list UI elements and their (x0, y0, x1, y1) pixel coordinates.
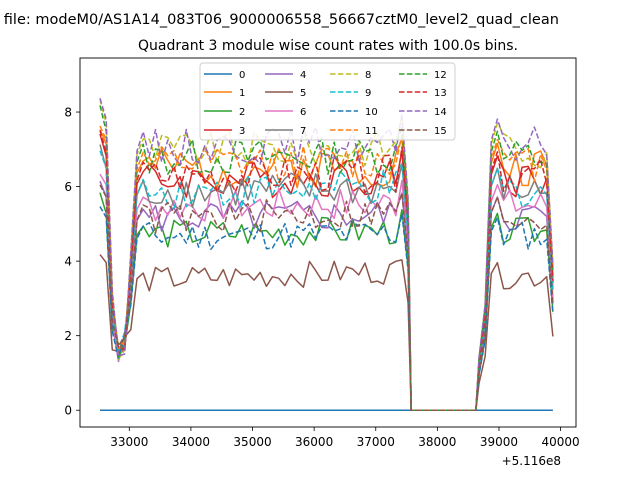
series-line-14 (99, 98, 554, 411)
legend-label-9: 9 (365, 88, 371, 99)
legend-label-11: 11 (365, 126, 378, 137)
legend-label-5: 5 (300, 88, 306, 99)
legend-label-13: 13 (434, 88, 447, 99)
x-tick-label: 33000 (110, 435, 148, 449)
figure-suptitle: n file: modeM0/AS1A14_083T06_9000006558_… (0, 12, 559, 28)
x-offset-label: +5.116e8 (502, 454, 561, 468)
y-tick-label: 8 (64, 106, 72, 120)
plot-frame (79, 57, 577, 428)
series-line-12 (99, 105, 554, 411)
x-tick-label: 34000 (172, 435, 210, 449)
legend-label-10: 10 (365, 107, 378, 118)
legend-label-6: 6 (300, 107, 306, 118)
legend-label-3: 3 (239, 126, 245, 137)
y-tick-label: 6 (64, 180, 72, 194)
series-line-15 (99, 184, 554, 411)
legend-label-0: 0 (239, 70, 245, 81)
y-axis: 0 2 4 6 8 (64, 106, 80, 418)
y-tick-label: 2 (64, 329, 72, 343)
legend-label-14: 14 (434, 107, 447, 118)
x-tick-label: 36000 (295, 435, 333, 449)
legend-frame (199, 62, 456, 141)
x-axis: 33000 34000 35000 36000 37000 38000 39000 40000 (110, 427, 580, 449)
x-tick-label: 38000 (418, 435, 456, 449)
legend-label-12: 12 (434, 70, 447, 81)
legend-label-8: 8 (365, 70, 371, 81)
series-line-5 (99, 254, 554, 411)
legend-label-1: 1 (239, 88, 245, 99)
legend-label-15: 15 (434, 126, 447, 137)
x-tick-label: 37000 (357, 435, 395, 449)
plot-series-group (99, 98, 554, 411)
x-tick-label: 40000 (542, 435, 580, 449)
chart-title: Quadrant 3 module wise count rates with … (138, 38, 518, 54)
legend-label-2: 2 (239, 107, 245, 118)
x-tick-label: 39000 (480, 435, 518, 449)
x-tick-label: 35000 (233, 435, 271, 449)
legend-label-4: 4 (300, 70, 306, 81)
y-tick-label: 0 (64, 404, 72, 418)
y-tick-label: 4 (64, 255, 72, 269)
series-line-10 (99, 206, 554, 411)
legend-label-7: 7 (300, 126, 306, 137)
